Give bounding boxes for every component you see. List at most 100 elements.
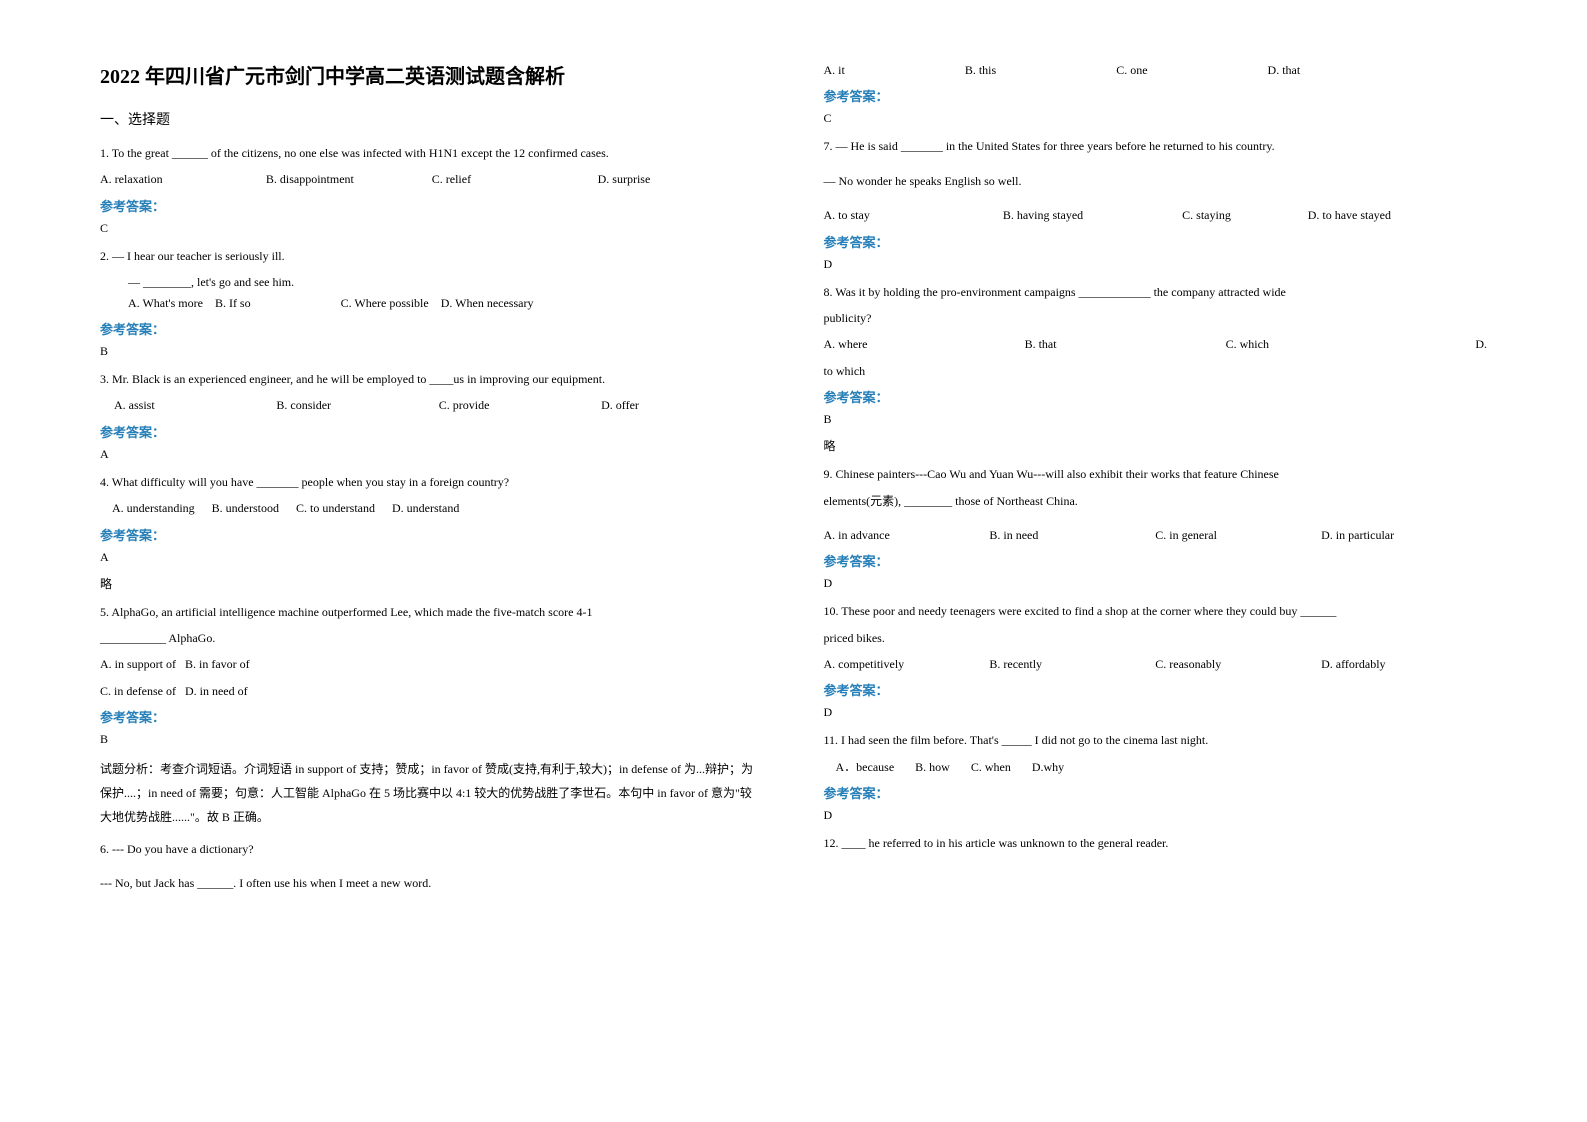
q2-answer: B [100, 344, 764, 359]
q1-text: 1. To the great ______ of the citizens, … [100, 143, 764, 163]
answer-label: 参考答案： [824, 232, 1488, 251]
q9-answer: D [824, 576, 1488, 591]
q8-opt-d-prefix: D. [1427, 334, 1487, 354]
q1-opt-a: A. relaxation [100, 169, 266, 189]
q11-opt-a: A．because [836, 760, 895, 774]
q10-opt-c: C. reasonably [1155, 654, 1321, 674]
q3-opt-a: A. assist [114, 395, 276, 415]
q2-line1: 2. — I hear our teacher is seriously ill… [100, 246, 764, 266]
q8-opt-c: C. which [1226, 334, 1427, 354]
q11-opt-c: C. when [971, 760, 1011, 774]
answer-label: 参考答案： [824, 551, 1488, 570]
page-title: 2022 年四川省广元市剑门中学高二英语测试题含解析 [100, 60, 764, 89]
q10-answer: D [824, 705, 1488, 720]
q8-line1: 8. Was it by holding the pro-environment… [824, 282, 1488, 302]
q7-opt-d: D. to have stayed [1308, 205, 1487, 225]
question-6-part: 6. --- Do you have a dictionary? --- No,… [100, 839, 764, 894]
question-12: 12. ____ he referred to in his article w… [824, 833, 1488, 853]
q8-answer: B [824, 412, 1488, 427]
q6-line1: 6. --- Do you have a dictionary? [100, 839, 764, 859]
answer-label: 参考答案： [100, 707, 764, 726]
q9-opt-b: B. in need [989, 525, 1155, 545]
question-11: 11. I had seen the film before. That's _… [824, 730, 1488, 823]
q4-opt-a: A. understanding [112, 501, 195, 515]
q7-opt-a: A. to stay [824, 205, 1003, 225]
q4-options: A. understanding B. understood C. to und… [112, 498, 764, 518]
q4-opt-b: B. understood [212, 501, 279, 515]
q8-line2: publicity? [824, 308, 1488, 328]
q1-opt-b: B. disappointment [266, 169, 432, 189]
q6-opt-c: C. one [1116, 60, 1147, 80]
q11-opt-d: D.why [1032, 760, 1064, 774]
q10-opt-b: B. recently [989, 654, 1155, 674]
section-heading: 一、选择题 [100, 109, 764, 129]
answer-label: 参考答案： [824, 86, 1488, 105]
q7-opt-b: B. having stayed [1003, 205, 1182, 225]
q4-answer: A [100, 550, 764, 565]
q9-line1: 9. Chinese painters---Cao Wu and Yuan Wu… [824, 464, 1488, 484]
q6-opt-a: A. it [824, 60, 845, 80]
q9-opt-a: A. in advance [824, 525, 990, 545]
question-9: 9. Chinese painters---Cao Wu and Yuan Wu… [824, 464, 1488, 591]
q10-line2: priced bikes. [824, 628, 1488, 648]
answer-label: 参考答案： [100, 422, 764, 441]
q7-options: A. to stay B. having stayed C. staying D… [824, 205, 1488, 225]
q5-answer: B [100, 732, 764, 747]
q5-opt-c: C. in defense of D. in need of [100, 681, 764, 701]
q7-opt-c: C. staying [1182, 205, 1308, 225]
question-5: 5. AlphaGo, an artificial intelligence m… [100, 602, 764, 830]
q3-opt-d: D. offer [601, 395, 763, 415]
question-6-cont: A. it B. this C. one D. that 参考答案： C [824, 60, 1488, 126]
answer-label: 参考答案： [100, 525, 764, 544]
q4-text: 4. What difficulty will you have _______… [100, 472, 764, 492]
q6-answer: C [824, 111, 1488, 126]
q3-answer: A [100, 447, 764, 462]
q10-options: A. competitively B. recently C. reasonab… [824, 654, 1488, 674]
q8-note: 略 [824, 437, 1488, 454]
q9-opt-c: C. in general [1155, 525, 1321, 545]
question-1: 1. To the great ______ of the citizens, … [100, 143, 764, 236]
q9-line2: elements(元素), ________ those of Northeas… [824, 491, 1488, 511]
left-column: 2022 年四川省广元市剑门中学高二英语测试题含解析 一、选择题 1. To t… [100, 60, 804, 1082]
q4-opt-d: D. understand [392, 501, 459, 515]
q5-explain: 试题分析：考查介词短语。介词短语 in support of 支持；赞成；in … [100, 757, 764, 829]
question-7: 7. — He is said _______ in the United St… [824, 136, 1488, 271]
q7-answer: D [824, 257, 1488, 272]
q8-opt-a: A. where [824, 334, 1025, 354]
q2-opt-b: B. If so [215, 293, 251, 313]
q3-opt-c: C. provide [439, 395, 601, 415]
q2-opt-a: A. What's more [128, 293, 203, 313]
q3-text: 3. Mr. Black is an experienced engineer,… [100, 369, 764, 389]
q5-line1: 5. AlphaGo, an artificial intelligence m… [100, 602, 764, 622]
q7-line2: — No wonder he speaks English so well. [824, 171, 1488, 191]
q11-answer: D [824, 808, 1488, 823]
q5-opt-a: A. in support of B. in favor of [100, 654, 764, 674]
q1-options: A. relaxation B. disappointment C. relie… [100, 169, 764, 189]
q3-opt-b: B. consider [276, 395, 438, 415]
q9-opt-d: D. in particular [1321, 525, 1487, 545]
q2-opt-d: D. When necessary [441, 293, 534, 313]
q3-options: A. assist B. consider C. provide D. offe… [114, 395, 764, 415]
q6-opt-d: D. that [1268, 60, 1301, 80]
q10-line1: 10. These poor and needy teenagers were … [824, 601, 1488, 621]
question-8: 8. Was it by holding the pro-environment… [824, 282, 1488, 455]
question-2: 2. — I hear our teacher is seriously ill… [100, 246, 764, 359]
answer-label: 参考答案： [824, 680, 1488, 699]
question-4: 4. What difficulty will you have _______… [100, 472, 764, 592]
q4-note: 略 [100, 575, 764, 592]
q2-opt-c: C. Where possible [341, 293, 429, 313]
q1-opt-c: C. relief [432, 169, 598, 189]
q8-opt-d: to which [824, 361, 1488, 381]
q6-line2: --- No, but Jack has ______. I often use… [100, 873, 764, 893]
q2-line2: — ________, let's go and see him. [128, 272, 764, 292]
q6-options: A. it B. this C. one D. that [824, 60, 1488, 80]
q8-options: A. where B. that C. which D. [824, 334, 1488, 354]
right-column: A. it B. this C. one D. that 参考答案： C 7. … [804, 60, 1508, 1082]
q2-options: A. What's more B. If so C. Where possibl… [128, 293, 764, 313]
q10-opt-a: A. competitively [824, 654, 990, 674]
answer-label: 参考答案： [100, 319, 764, 338]
q6-opt-b: B. this [965, 60, 996, 80]
question-3: 3. Mr. Black is an experienced engineer,… [100, 369, 764, 462]
answer-label: 参考答案： [824, 387, 1488, 406]
q10-opt-d: D. affordably [1321, 654, 1487, 674]
